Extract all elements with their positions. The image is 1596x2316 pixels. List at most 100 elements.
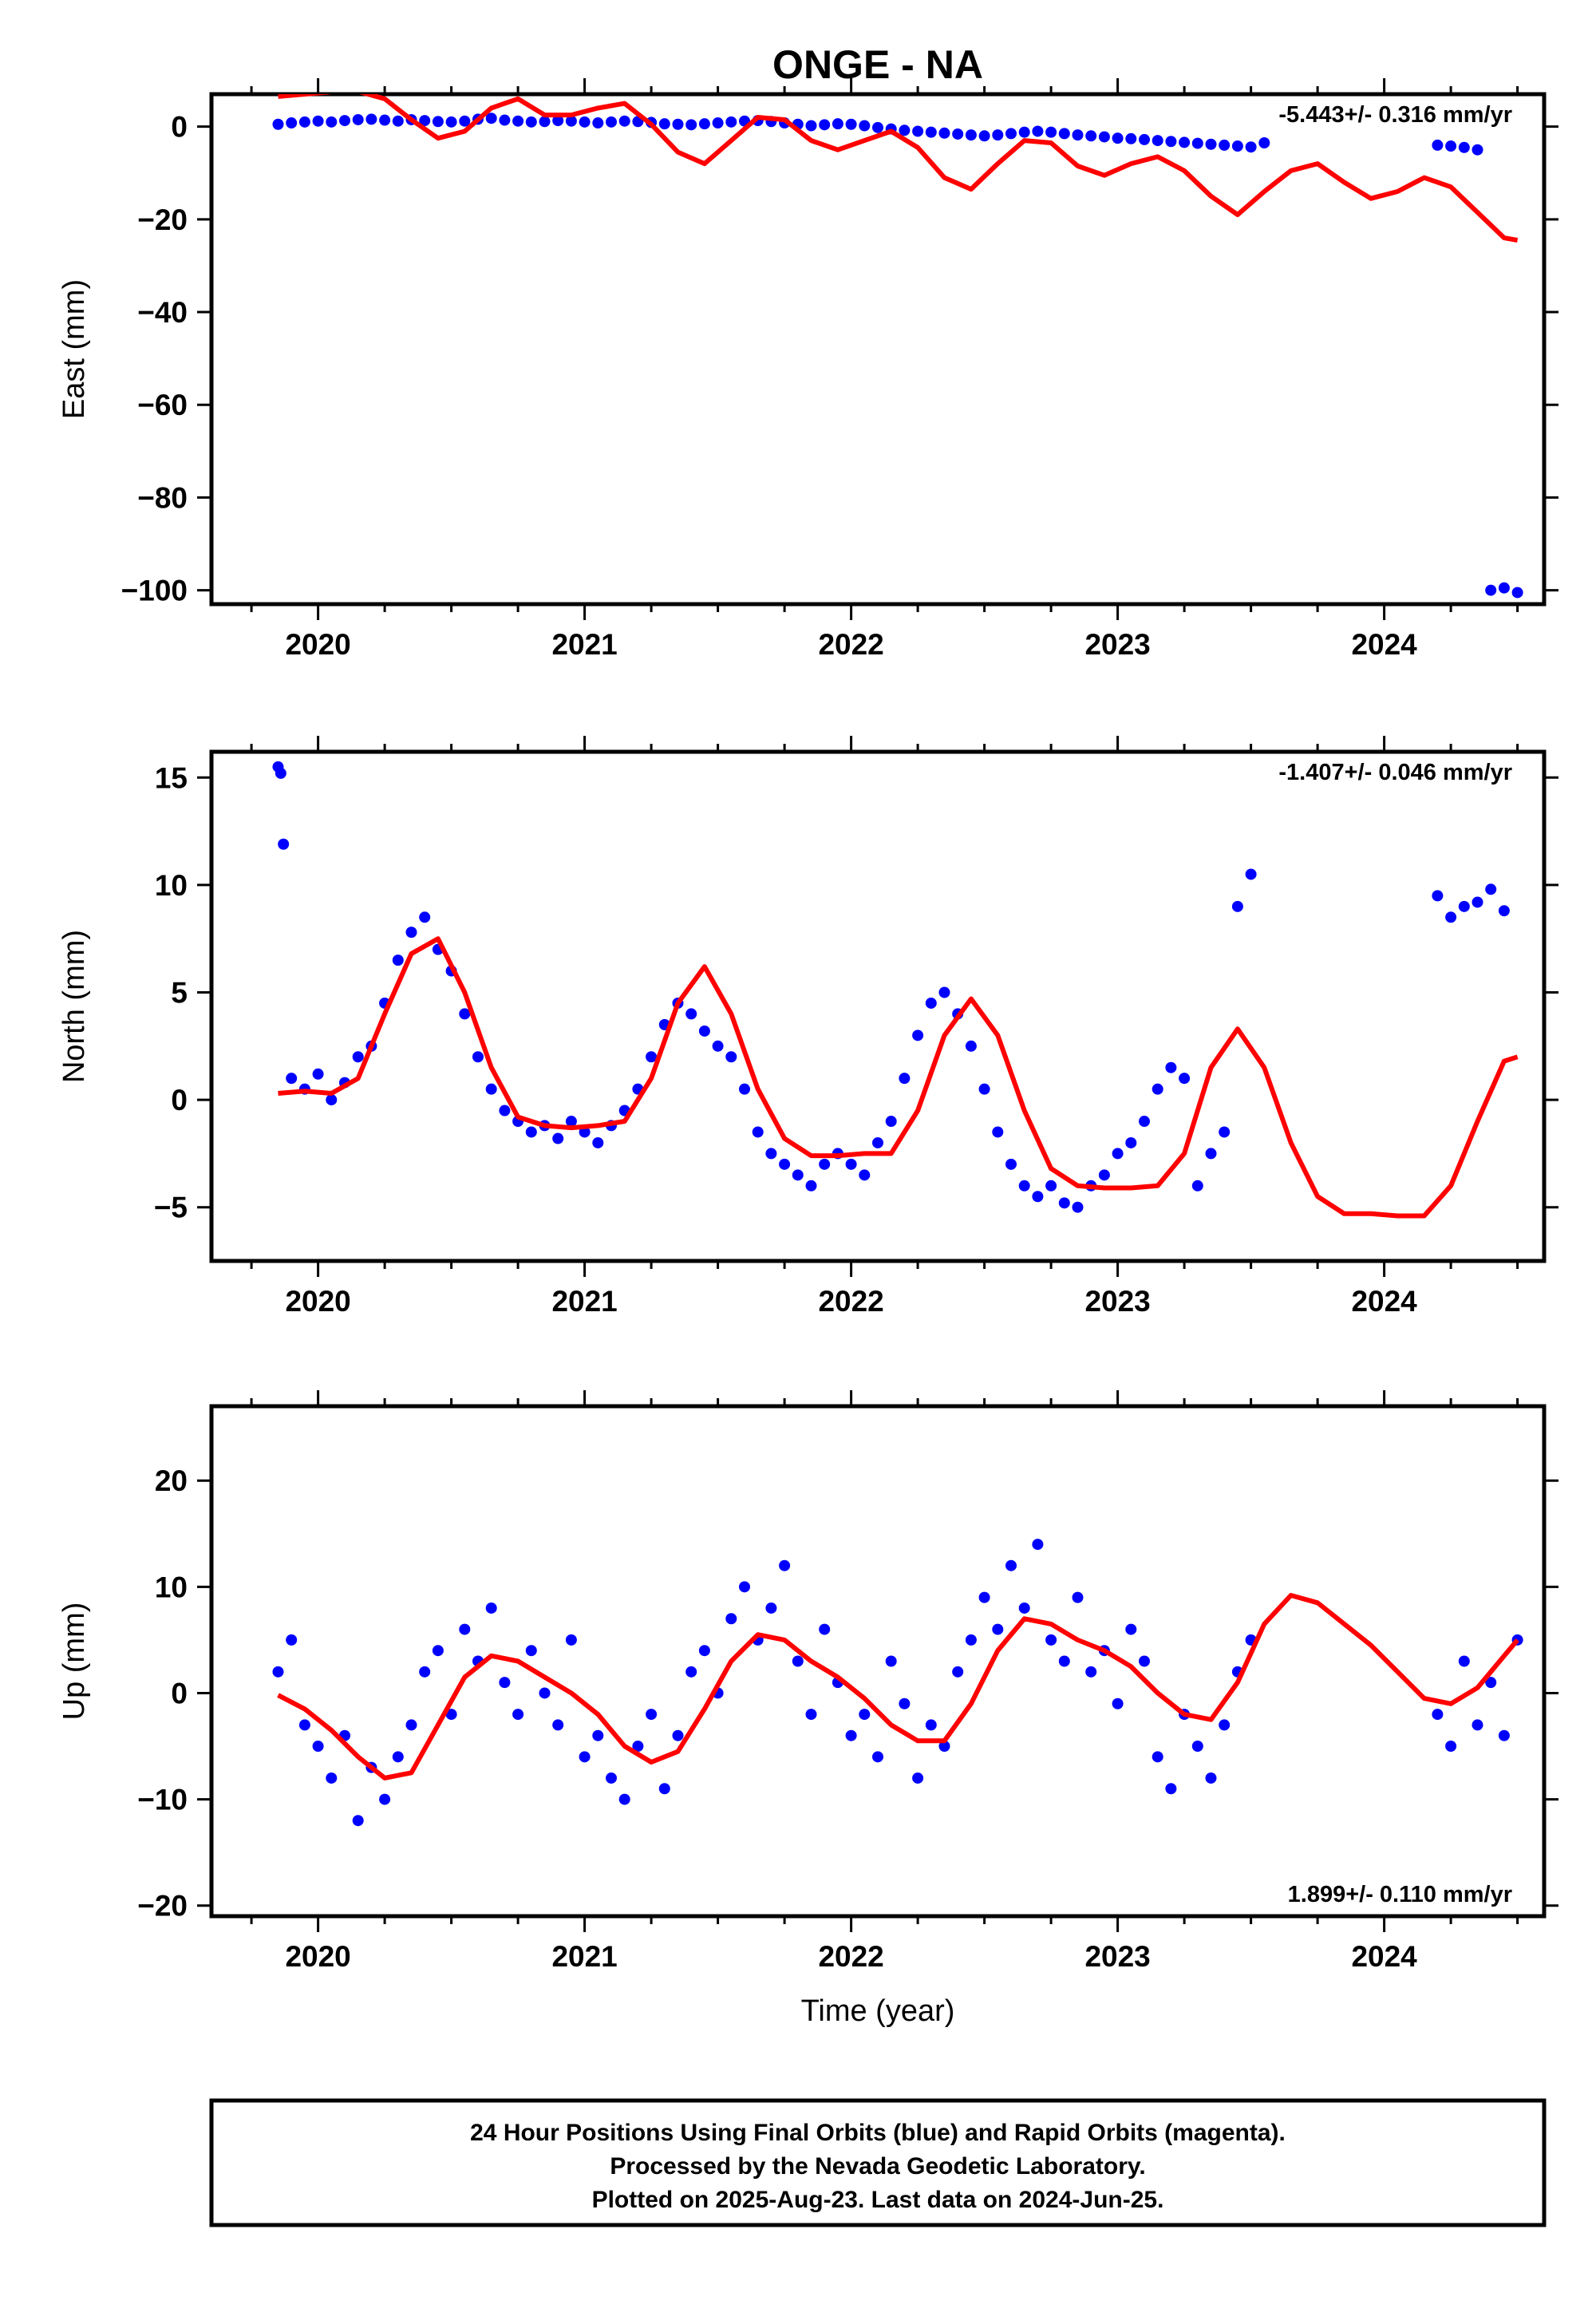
- up-data-point: [632, 1741, 644, 1752]
- east-data-point: [1112, 132, 1124, 144]
- north-data-point: [552, 1132, 564, 1144]
- up-data-point: [658, 1783, 670, 1795]
- up-data-point: [1112, 1697, 1124, 1709]
- north-y-tick-label: 0: [171, 1084, 188, 1117]
- up-data-points: [272, 1539, 1523, 1827]
- up-data-point: [685, 1666, 697, 1678]
- up-data-point: [1139, 1655, 1150, 1667]
- up-data-point: [592, 1729, 604, 1741]
- east-data-point: [445, 116, 457, 128]
- north-data-point: [1512, 0, 1523, 6]
- north-data-point: [499, 1105, 511, 1117]
- north-data-point: [805, 1180, 817, 1192]
- up-data-point: [1085, 1666, 1097, 1678]
- east-plot-frame: [209, 92, 1547, 607]
- up-data-point: [286, 1634, 298, 1646]
- up-data-point: [859, 1709, 871, 1721]
- north-data-point: [326, 1094, 338, 1106]
- up-data-point: [539, 1687, 551, 1699]
- up-data-point: [1219, 1719, 1231, 1731]
- north-data-point: [872, 1136, 883, 1148]
- up-data-point: [725, 1613, 737, 1625]
- up-y-tick-label: −10: [137, 1784, 188, 1816]
- north-data-point: [352, 1051, 364, 1063]
- north-data-point: [712, 1040, 724, 1052]
- east-data-point: [725, 116, 737, 128]
- north-data-point: [779, 1158, 791, 1170]
- up-data-point: [312, 1741, 324, 1752]
- up-y-axis-label: Up (mm): [57, 1603, 91, 1721]
- east-data-point: [938, 127, 950, 139]
- north-data-point: [1018, 1180, 1030, 1192]
- up-x-tick-label: 2022: [818, 1940, 883, 1973]
- up-data-point: [352, 1815, 364, 1827]
- up-data-point: [618, 1793, 630, 1805]
- north-data-point: [525, 1126, 537, 1138]
- east-model-line: [278, 94, 1519, 243]
- east-data-point: [1125, 132, 1137, 144]
- north-data-point: [1472, 896, 1483, 908]
- east-y-tick-label: −60: [137, 389, 188, 421]
- up-data-point: [392, 1751, 404, 1763]
- north-data-point: [472, 1051, 484, 1063]
- up-data-point: [965, 1634, 977, 1646]
- east-data-point: [832, 118, 843, 130]
- up-data-point: [925, 1719, 937, 1731]
- north-data-point: [1072, 1201, 1084, 1213]
- up-x-tick-label: 2021: [551, 1940, 617, 1973]
- north-data-point: [978, 1083, 990, 1095]
- north-data-point: [278, 838, 290, 850]
- north-data-points: [272, 0, 1523, 1213]
- up-y-tick-label: −20: [137, 1890, 188, 1923]
- north-data-point: [1165, 1061, 1177, 1073]
- up-data-point: [819, 1623, 831, 1635]
- east-data-point: [658, 118, 670, 130]
- east-y-tick-label: −20: [137, 204, 188, 236]
- up-data-point: [1018, 1602, 1030, 1614]
- north-data-point: [1458, 900, 1470, 912]
- east-y-tick-label: −100: [121, 575, 188, 607]
- north-data-point: [592, 1136, 604, 1148]
- east-data-point: [606, 116, 617, 128]
- up-data-point: [1498, 1729, 1510, 1741]
- up-data-point: [792, 1655, 804, 1667]
- up-data-point: [1191, 1741, 1203, 1752]
- footer-box: [209, 2098, 1547, 2227]
- north-data-point: [1485, 883, 1497, 895]
- east-data-point: [1018, 126, 1030, 138]
- east-data-point: [805, 120, 817, 132]
- east-data-point: [565, 115, 577, 127]
- east-data-point: [1139, 133, 1150, 145]
- up-data-point: [698, 1645, 710, 1657]
- up-data-point: [885, 1655, 897, 1667]
- north-x-tick-label: 2021: [551, 1285, 617, 1318]
- north-plot-frame: [209, 749, 1547, 1263]
- up-data-point: [579, 1751, 591, 1763]
- footer-line-3: Plotted on 2025-Aug-23. Last data on 202…: [592, 2187, 1164, 2213]
- north-data-point: [819, 1158, 831, 1170]
- east-data-point: [592, 117, 604, 129]
- up-data-point: [1445, 1741, 1457, 1752]
- east-data-point: [499, 114, 511, 126]
- up-data-point: [1005, 1559, 1017, 1571]
- up-data-point: [606, 1772, 617, 1784]
- north-data-point: [1098, 1169, 1110, 1181]
- east-data-point: [1179, 136, 1191, 148]
- up-data-point: [419, 1666, 431, 1678]
- east-data-point: [1472, 144, 1483, 156]
- east-data-point: [1045, 126, 1057, 138]
- east-data-point: [819, 119, 831, 131]
- east-data-point: [552, 115, 564, 127]
- up-data-point: [845, 1729, 857, 1741]
- east-data-point: [272, 118, 284, 130]
- up-data-point: [565, 1634, 577, 1646]
- north-data-point: [1112, 1148, 1124, 1160]
- east-data-point: [286, 117, 298, 129]
- up-data-point: [805, 1709, 817, 1721]
- up-data-point: [1045, 1634, 1057, 1646]
- up-data-point: [978, 1591, 990, 1603]
- up-data-point: [326, 1772, 338, 1784]
- east-data-point: [352, 113, 364, 125]
- up-data-point: [1072, 1591, 1084, 1603]
- chart-title: ONGE - NA: [772, 42, 983, 87]
